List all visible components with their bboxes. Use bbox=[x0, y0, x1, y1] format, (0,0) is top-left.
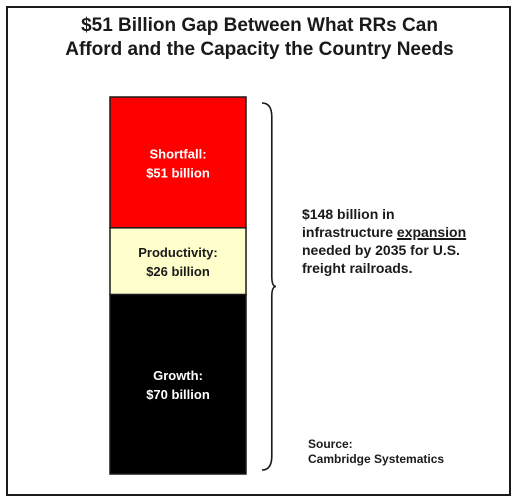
annotation-emphasis: expansion bbox=[397, 224, 466, 240]
source-name: Cambridge Systematics bbox=[308, 452, 444, 467]
bar-segment-growth bbox=[110, 294, 246, 474]
segment-label-shortfall-name: Shortfall: bbox=[149, 146, 206, 161]
segment-label-productivity-name: Productivity: bbox=[138, 245, 217, 260]
segment-label-productivity-value: $26 billion bbox=[146, 264, 210, 279]
bar-segment-shortfall bbox=[110, 97, 246, 228]
source-label: Source: bbox=[308, 437, 444, 452]
segment-label-growth-value: $70 billion bbox=[146, 387, 210, 402]
annotation-text-after: needed by 2035 for U.S. freight railroad… bbox=[302, 242, 460, 276]
source-note: Source: Cambridge Systematics bbox=[308, 437, 444, 467]
curly-brace bbox=[262, 103, 276, 470]
bar-segment-productivity bbox=[110, 228, 246, 295]
annotation-text-before: $148 billion in infrastructure bbox=[302, 206, 397, 240]
segment-label-shortfall-value: $51 billion bbox=[146, 165, 210, 180]
segment-label-growth-name: Growth: bbox=[153, 368, 203, 383]
annotation-text: $148 billion in infrastructure expansion… bbox=[302, 205, 477, 277]
